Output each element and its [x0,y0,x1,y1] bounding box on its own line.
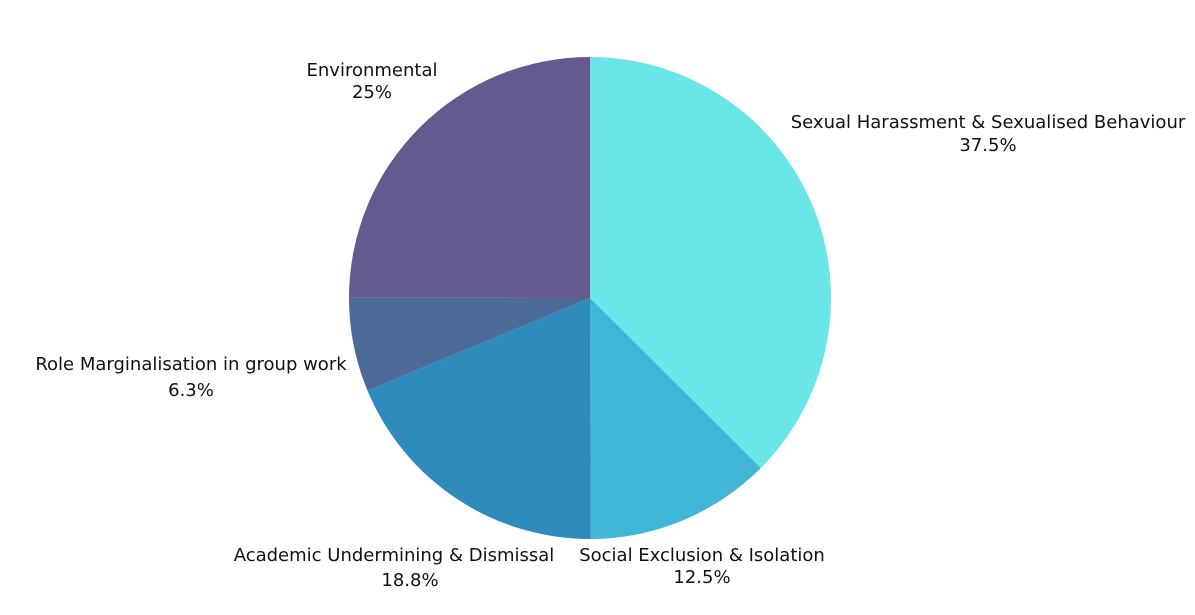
pie-slice [590,57,832,469]
slice-label: Environmental [307,60,438,81]
slice-label: Role Marginalisation in group work [35,354,347,375]
pie-slice [349,57,590,298]
slice-value-label: 12.5% [673,567,730,588]
slice-value-label: 25% [352,82,392,103]
slice-label: Social Exclusion & Isolation [579,545,825,566]
pie-slice [349,297,590,391]
pie-slice [367,298,591,540]
slice-value-label: 37.5% [959,135,1016,156]
slice-label: Academic Undermining & Dismissal [234,545,555,566]
slice-label: Sexual Harassment & Sexualised Behaviour [791,112,1186,133]
slice-value-label: 6.3% [168,380,214,401]
pie-slice [590,298,761,539]
slice-value-label: 18.8% [381,570,438,591]
